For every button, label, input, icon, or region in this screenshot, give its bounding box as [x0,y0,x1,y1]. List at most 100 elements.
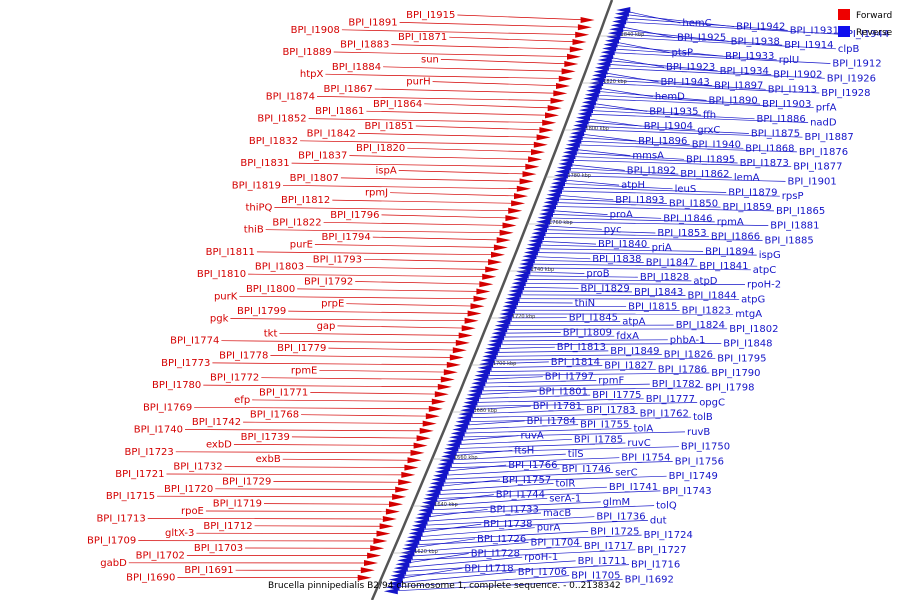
forward-gene-label: thiB [244,225,264,236]
forward-leader-line [270,355,460,358]
reverse-leader-line [453,431,686,438]
forward-gene-label: BPI_I1780 [152,380,201,391]
forward-gene-label: BPI_I1837 [298,151,347,162]
reverse-gene-label: BPI_I1828 [640,272,689,283]
forward-leader-line [337,325,472,329]
reverse-leader-line [481,365,603,369]
reverse-leader-line [509,298,740,300]
reverse-gene-label: tolB [693,412,713,423]
forward-gene [407,457,422,464]
reverse-gene-label: BPI_I1845 [569,313,618,324]
forward-gene-label: BPI_I1719 [213,499,262,510]
reverse-gene-label: BPI_I1903 [762,99,811,110]
reverse-gene-label: BPI_I1790 [711,368,760,379]
forward-gene-label: BPI_I1822 [272,217,321,228]
reverse-strand-genes [383,7,631,595]
forward-leader-line [194,406,439,410]
reverse-gene-label: BPI_I1850 [669,199,718,210]
legend: Forward Reverse [838,9,893,38]
reverse-gene-label: ruvB [687,427,710,438]
reverse-gene-label: BPI_I1933 [725,51,774,62]
reverse-gene-label: BPI_I1781 [533,401,582,412]
reverse-leader-line [443,453,566,461]
reverse-gene-label: pyc [604,224,622,235]
forward-gene-label: BPI_I1908 [291,25,340,36]
forward-leader-line [282,458,418,461]
reverse-leader-line [492,339,668,342]
forward-gene [479,281,494,288]
reverse-leader-line [394,564,630,577]
forward-leader-line [314,244,504,248]
reverse-gene-label: BPI_I1711 [578,556,627,567]
forward-leader-line [383,66,572,72]
reverse-gene-label: ruvA [521,431,544,442]
forward-gene [542,119,557,126]
forward-gene-label: BPI_I1742 [192,417,241,428]
reverse-gene-label: BPI_I1827 [604,361,653,372]
reverse-leader-line [487,350,609,353]
reverse-leader-line [441,457,620,465]
forward-gene [493,244,508,251]
reverse-leader-line [451,435,519,442]
forward-gene-label: BPI_I1772 [210,373,259,384]
forward-gene [519,178,534,185]
reverse-gene-label: macB [543,508,571,519]
reverse-leader-line [464,405,531,411]
reverse-leader-line [494,335,615,338]
forward-leader-line [357,133,547,138]
reverse-gene-label: proA [610,210,633,221]
forward-gene [425,413,440,420]
forward-leader-lines [128,14,591,579]
reverse-leader-line [545,205,775,212]
reverse-gene-label: BPI_I1935 [649,106,698,117]
forward-leader-line [366,110,556,116]
tick-label: 1740 kbp [531,267,555,273]
reverse-leader-line [548,198,667,204]
reverse-gene-label: phbA-1 [670,335,706,346]
reverse-leader-line [486,354,662,357]
forward-gene-label: BPI_I1729 [222,476,271,487]
reverse-leader-line [402,545,582,557]
reverse-gene-label: BPI_I1725 [590,526,639,537]
reverse-gene-label: BPI_I1736 [596,512,645,523]
forward-gene [389,501,403,508]
forward-gene [470,303,485,310]
reverse-leader-line [490,343,722,346]
forward-leader-line [215,488,406,490]
forward-gene [508,207,523,214]
reverse-leader-line [524,259,644,263]
forward-gene [564,61,579,67]
reverse-gene-label: mtgA [735,309,762,320]
reverse-gene-label: BPI_I1866 [711,232,760,243]
reverse-leader-line [511,294,686,296]
forward-leader-line [184,429,430,432]
reverse-leader-line [556,178,620,186]
reverse-gene-label: BPI_I1783 [586,405,635,416]
reverse-leader-line [559,171,732,179]
reverse-gene-label: BPI_I1802 [729,324,778,335]
reverse-leader-line [569,144,797,153]
forward-gene [422,420,437,427]
forward-gene [364,560,378,566]
reverse-leader-line [436,468,560,477]
reverse-leader-line [547,202,721,208]
reverse-leader-line [618,13,735,28]
reverse-leader-line [554,182,673,190]
forward-gene [413,442,428,449]
forward-gene-label: BPI_I1799 [237,306,286,317]
forward-leader-line [279,332,469,336]
reverse-leader-line [404,542,529,554]
reverse-gene-label: atpA [622,316,645,327]
forward-leader-line [390,192,525,197]
reverse-leader-line [465,402,698,407]
forward-leader-line [300,140,544,146]
reverse-leader-line [430,483,554,492]
forward-leader-line [166,473,412,476]
forward-leader-line [374,88,564,94]
forward-gene [536,134,551,141]
reverse-gene-label: BPI_I1926 [827,73,876,84]
reverse-gene-labels: hemC BPI_I1942 BPI_I1931 BPI_I1944 BPI_I1925… [464,18,889,585]
forward-gene [404,464,419,471]
forward-gene-label: BPI_I1874 [266,91,315,102]
reverse-gene-label: BPI_I1849 [610,346,659,357]
